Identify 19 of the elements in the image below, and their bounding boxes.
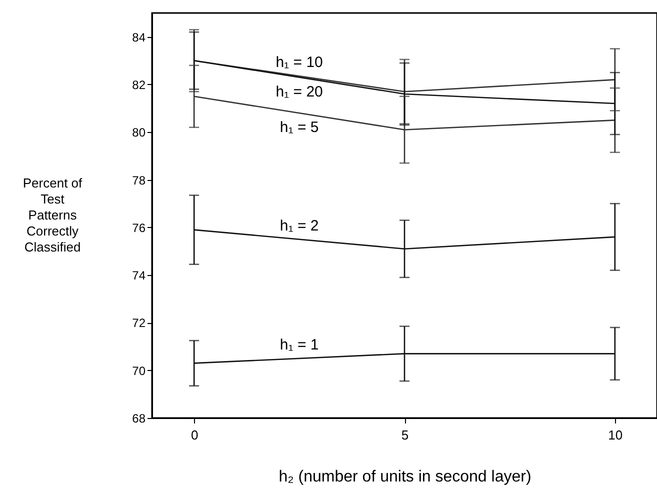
y-tick-label: 76 xyxy=(132,220,146,235)
y-tick-label: 78 xyxy=(132,173,146,188)
y-tick-label: 84 xyxy=(132,30,146,44)
series-label: h₁ = 5 xyxy=(280,119,319,136)
series-label: h₁ = 20 xyxy=(276,83,323,100)
y-tick-label: 80 xyxy=(132,126,146,140)
y-tick-label: 68 xyxy=(132,412,146,426)
y-tick-label: 74 xyxy=(132,268,146,283)
y-axis-title: Percent of Test Patterns Correctly Classified xyxy=(22,176,83,254)
y-tick-label: 82 xyxy=(132,78,146,92)
y-tick-label: 70 xyxy=(132,364,146,378)
x-tick-label: 10 xyxy=(608,428,623,442)
x-tick-label: 5 xyxy=(401,428,409,442)
x-axis-title: h₂ (number of units in second layer) xyxy=(278,468,532,486)
series-label: h₁ = 2 xyxy=(280,217,319,234)
series-label: h₁ = 10 xyxy=(276,54,323,72)
series-label: h₁ = 1 xyxy=(280,336,319,354)
y-tick-label: 72 xyxy=(132,316,146,330)
x-tick-label: 0 xyxy=(190,428,198,442)
